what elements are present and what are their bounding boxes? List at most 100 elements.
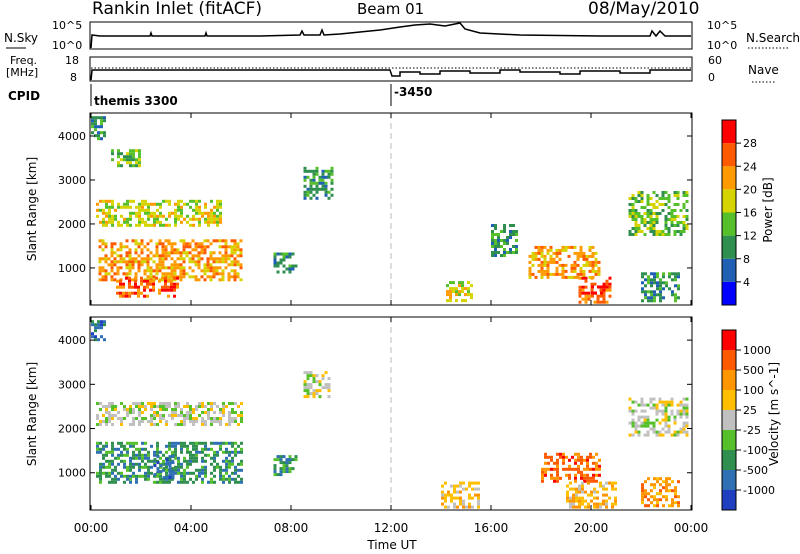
heatmap-cell <box>119 282 122 286</box>
heatmap-cell <box>165 462 168 466</box>
heatmap-cell <box>682 403 686 407</box>
heatmap-cell <box>567 275 571 279</box>
heatmap-cell <box>168 405 171 408</box>
heatmap-cell <box>96 444 99 448</box>
heatmap-cell <box>213 456 216 460</box>
heatmap-cell <box>631 433 635 437</box>
heatmap-cell <box>117 477 120 481</box>
heatmap-cell <box>120 450 123 454</box>
heatmap-cell <box>234 468 237 472</box>
heatmap-cell <box>111 220 114 224</box>
heatmap-cell <box>156 474 159 478</box>
heatmap-cell <box>168 447 171 451</box>
heatmap-cell <box>188 257 192 261</box>
heatmap-cell <box>664 403 668 407</box>
heatmap-cell <box>206 263 210 267</box>
heatmap-cell <box>652 397 656 401</box>
heatmap-cell <box>614 481 617 485</box>
heatmap-cell <box>162 405 165 408</box>
heatmap-cell <box>108 405 111 408</box>
heatmap-cell <box>634 221 638 224</box>
heatmap-cell <box>330 187 334 191</box>
heatmap-cell <box>608 294 612 298</box>
heatmap-cell <box>209 251 213 255</box>
heatmap-cell <box>324 386 328 390</box>
heatmap-cell <box>512 251 515 254</box>
heatmap-cell <box>123 405 126 408</box>
heatmap-cell <box>303 196 307 200</box>
heatmap-cell <box>641 501 644 505</box>
heatmap-cell <box>656 498 659 502</box>
heatmap-cell <box>544 467 547 471</box>
heatmap-cell <box>679 409 683 413</box>
heatmap-cell <box>579 266 583 270</box>
heatmap-cell <box>643 433 647 437</box>
heatmap-cell <box>206 269 210 273</box>
heatmap-cell <box>138 164 141 168</box>
heatmap-cell <box>225 423 228 426</box>
heatmap-cell <box>158 239 162 243</box>
heatmap-cell <box>102 456 105 460</box>
heatmap-cell <box>171 411 174 414</box>
heatmap-cell <box>146 242 150 246</box>
heatmap-cell <box>170 272 174 276</box>
heatmap-cell <box>153 214 156 218</box>
heatmap-cell <box>195 199 198 203</box>
heatmap-cell <box>611 481 614 485</box>
heatmap-cell <box>203 269 207 273</box>
heatmap-cell <box>168 223 171 227</box>
heatmap-cell <box>671 501 674 505</box>
heatmap-cell <box>653 504 656 508</box>
heatmap-cell <box>174 456 177 460</box>
heatmap-cell <box>192 441 195 445</box>
heatmap-cell <box>96 417 99 420</box>
heatmap-cell <box>131 285 134 289</box>
heatmap-cell <box>673 224 677 227</box>
heatmap-cell <box>586 473 589 477</box>
heatmap-cell <box>152 279 155 283</box>
heatmap-cell <box>455 290 458 294</box>
heatmap-cell <box>165 480 168 484</box>
heatmap-cell <box>685 430 689 434</box>
heatmap-cell <box>594 251 598 255</box>
heatmap-cell <box>637 230 641 233</box>
heatmap-cell <box>599 288 603 292</box>
heatmap-cell <box>303 371 307 375</box>
heatmap-cell <box>194 248 198 252</box>
heatmap-cell <box>608 496 611 500</box>
heatmap-cell <box>237 423 240 426</box>
heatmap-cell <box>197 245 201 249</box>
heatmap-cell <box>605 481 608 485</box>
heatmap-cell <box>206 266 210 270</box>
heatmap-cell <box>126 152 129 156</box>
heatmap-cell <box>309 169 313 173</box>
heatmap-cell <box>330 178 334 182</box>
heatmap-cell <box>593 487 596 491</box>
heatmap-cell <box>200 245 204 249</box>
heatmap-cell <box>186 414 189 417</box>
heatmap-cell <box>558 263 562 267</box>
heatmap-cell <box>141 199 144 203</box>
heatmap-cell <box>576 254 580 258</box>
heatmap-cell <box>566 484 569 488</box>
heatmap-cell <box>140 260 144 264</box>
heatmap-cell <box>562 467 565 471</box>
heatmap-cell <box>135 402 138 405</box>
heatmap-cell <box>327 389 331 393</box>
heatmap-cell <box>132 152 135 156</box>
heatmap-cell <box>652 427 656 431</box>
heatmap-cell <box>203 245 207 249</box>
heatmap-cell <box>126 161 129 165</box>
heatmap-cell <box>291 252 295 256</box>
heatmap-cell <box>96 474 99 478</box>
heatmap-cell <box>464 293 467 297</box>
heatmap-cell <box>147 474 150 478</box>
heatmap-cell <box>677 275 680 279</box>
heatmap-cell <box>679 427 683 431</box>
heatmap-cell <box>213 468 216 472</box>
heatmap-cell <box>170 263 174 267</box>
heatmap-cell <box>189 411 192 414</box>
heatmap-cell <box>177 208 180 212</box>
heatmap-cell <box>183 474 186 478</box>
nsky-trace <box>90 22 691 49</box>
